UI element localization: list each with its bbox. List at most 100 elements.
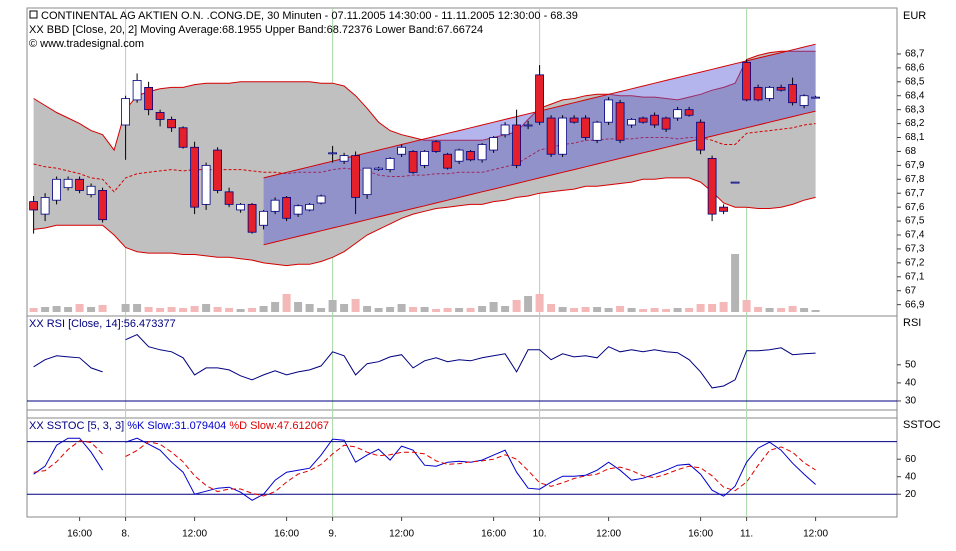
indicator-line (33, 334, 816, 389)
volume-bar (248, 308, 257, 312)
volume-bar (271, 302, 280, 312)
y-tick-label: 67,2 (905, 258, 925, 269)
volume-bar (685, 308, 694, 312)
candle-body (431, 141, 441, 152)
candle-body (673, 109, 682, 119)
y-tick-label: 40 (905, 471, 917, 482)
y-tick-label: 68,6 (905, 63, 925, 74)
candle-body (270, 199, 280, 212)
volume-bar (558, 307, 567, 312)
candle-body (661, 117, 671, 130)
candle-body (328, 152, 338, 155)
y-tick-label: 20 (905, 489, 917, 500)
candle-body (753, 86, 763, 101)
candle-body (546, 117, 556, 155)
y-tick-label: 40 (905, 378, 917, 389)
candle-body (374, 167, 384, 170)
volume-bar (455, 308, 464, 312)
candle-body (63, 178, 73, 189)
volume-bar (87, 307, 96, 312)
volume-bar (52, 306, 61, 312)
y-tick-label: 67,6 (905, 202, 925, 213)
candle-body (132, 80, 142, 101)
candle-body (385, 158, 395, 170)
volume-bar (213, 307, 222, 312)
y-tick-label: 68,5 (905, 76, 925, 87)
y-tick-label: 67,1 (905, 271, 925, 282)
candle-body (293, 205, 303, 215)
candle-body (696, 121, 705, 151)
volume-bar (190, 306, 199, 312)
y-tick-label: 67,4 (905, 230, 925, 241)
candle-body (259, 210, 269, 226)
candle-body (236, 203, 246, 211)
candle-body (144, 86, 154, 111)
x-tick-label: 9. (328, 529, 336, 540)
volume-bar (420, 307, 429, 312)
title-part: %D Slow:47.612067 (229, 420, 329, 432)
panel-title: XX RSI [Close, 14]:56.473377 (29, 318, 176, 330)
channel-line (263, 110, 816, 246)
volume-bar (202, 304, 211, 312)
volume-bar (788, 306, 797, 312)
candle-body (615, 102, 625, 141)
candle-body (592, 121, 602, 141)
volume-bar (121, 304, 130, 312)
title-part: XX RSI [Close, 14]:56.473377 (29, 318, 176, 330)
candle-body (247, 203, 257, 233)
y-tick-label: 67,5 (905, 216, 925, 227)
volume-bar (650, 308, 659, 312)
candle-body (650, 114, 659, 126)
y-tick-label: 50 (905, 359, 917, 370)
volume-bar (432, 309, 441, 312)
volume-bar (662, 309, 671, 312)
candle-body (121, 98, 130, 126)
source: © www.tradesignal.com (29, 38, 144, 50)
candle-body (466, 151, 476, 161)
y-tick-label: 68,3 (905, 104, 925, 115)
volume-bar (754, 307, 763, 312)
volume-bar (673, 308, 682, 312)
volume-bar (282, 294, 291, 312)
volume-bar (535, 294, 544, 312)
candle-body (707, 158, 717, 215)
x-tick-label: 16:00 (481, 529, 506, 540)
moving-average (33, 123, 816, 193)
y-tick-label: 68,2 (905, 118, 925, 129)
y-tick-label: 68,1 (905, 132, 925, 143)
candle-body (443, 153, 453, 169)
volume-bar (604, 308, 613, 312)
title-part: XX SSTOC [5, 3, 3] (29, 420, 124, 432)
volume-bar (351, 299, 360, 312)
x-tick-label: 10. (533, 529, 547, 540)
candle-body (558, 117, 567, 155)
x-tick-label: 16:00 (688, 529, 713, 540)
volume-bar (144, 307, 153, 312)
candle-body (397, 146, 407, 155)
x-tick-label: 11. (740, 529, 753, 540)
volume-bar (363, 306, 372, 312)
candle-body (581, 117, 590, 138)
candle-body (52, 178, 61, 201)
candle-body (213, 149, 223, 191)
panel-title: XX SSTOC [5, 3, 3] %K Slow:31.079404 %D … (29, 420, 329, 432)
volume-bar (478, 306, 487, 312)
indicator-line (33, 440, 816, 497)
candle-body (799, 95, 809, 106)
candle-body (362, 167, 372, 196)
volume-bar (639, 309, 648, 312)
volume-bar (397, 304, 406, 312)
candle-body (408, 151, 418, 173)
volume-bar (133, 304, 142, 312)
title-icon (29, 10, 38, 19)
candle-body (604, 99, 613, 123)
volume-bar (305, 304, 314, 312)
volume-bar (489, 302, 498, 312)
candle-body (167, 119, 177, 129)
volume-bar (328, 300, 337, 312)
candle-body (29, 201, 39, 211)
volume-bar (501, 306, 510, 312)
volume-bar (777, 308, 786, 312)
volume-bar (512, 300, 521, 312)
candle-body (224, 191, 234, 205)
